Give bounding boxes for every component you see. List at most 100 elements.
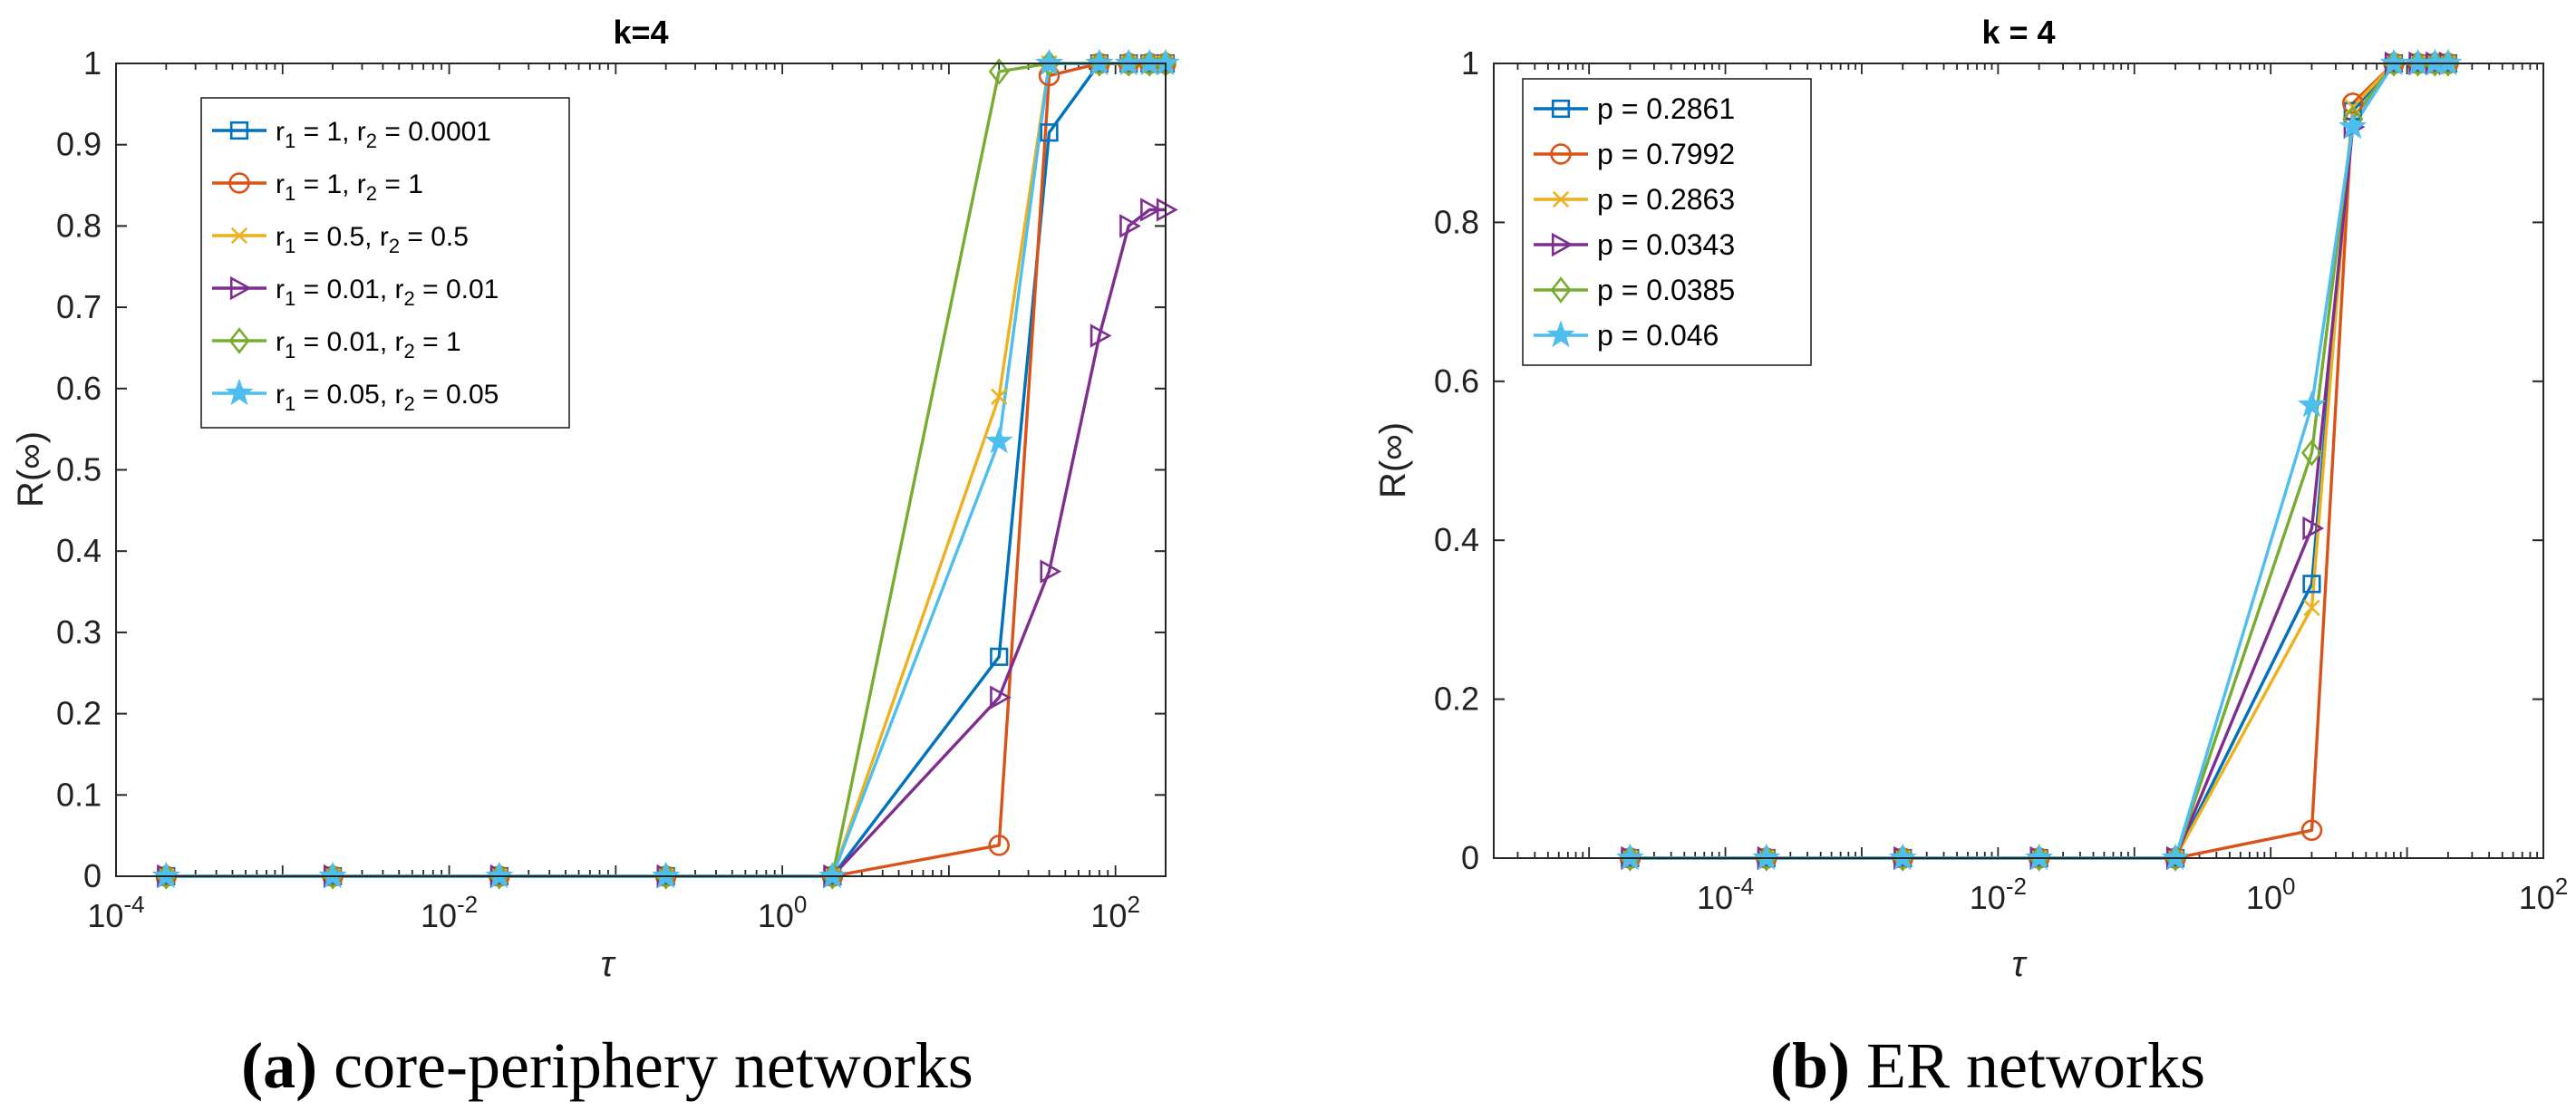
y-axis-label: R(∞) [1373,422,1413,498]
legend-subscript: 1 [285,340,295,362]
y-tick-label: 1 [1461,44,1479,82]
chart-title: k = 4 [1981,14,2055,51]
data-point [1040,559,1062,584]
legend-text: p = 0.046 [1597,319,1719,352]
data-point [1140,198,1162,222]
legend-marker [228,327,250,354]
legend-text: = 0.01, r [295,275,403,304]
data-point [318,861,347,889]
legend-marker [229,275,252,301]
x-axis-label: τ [601,944,617,984]
legend-marker [230,227,248,245]
legend-label: r1 = 0.01, r2 = 1 [276,327,461,362]
x-tick-label: 10-4 [1697,873,1754,916]
y-tick-label: 0.6 [1434,362,1479,400]
legend-text: = 0.01, r [295,327,403,357]
legend-text: r [276,222,285,252]
legend-marker [228,172,250,194]
panel-caption: (a) core-periphery networks [241,1029,973,1102]
legend-subscript: 2 [366,130,377,152]
y-tick-label: 0.5 [56,451,102,488]
data-point [652,861,681,889]
legend-label: r1 = 0.5, r2 = 0.5 [276,222,469,257]
y-tick-label: 0.4 [1434,521,1479,558]
caption-text: ER networks [1850,1029,2205,1102]
legend-text: p = 0.0343 [1597,228,1735,261]
legend-label: r1 = 0.01, r2 = 0.01 [276,275,499,310]
legend-box [200,97,570,429]
legend-text: = 1 [415,327,461,357]
legend-subscript: 2 [389,235,400,257]
x-tick-base: 10 [1970,879,2006,916]
legend-text: = 0.05 [415,380,499,410]
data-point [818,861,847,889]
legend-text: r [276,275,285,304]
legend-text: p = 0.7992 [1597,138,1735,170]
data-point [2300,439,2323,467]
x-tick-base: 10 [87,897,123,934]
x-tick-base: 10 [1697,879,1733,916]
legend-label: p = 0.2861 [1597,92,1735,125]
data-point [2161,843,2190,871]
legend-text: r [276,327,285,357]
y-tick-label: 0.9 [56,126,102,163]
x-tick-label: 102 [1090,891,1140,934]
x-tick-base: 10 [758,897,794,934]
x-tick-label: 100 [2246,873,2296,916]
data-point [990,647,1009,666]
legend-subscript: 1 [285,287,295,310]
legend-text: = 0.01 [415,275,499,304]
data-point [151,861,180,889]
legend-text: r [276,117,285,147]
legend-text: = 0.0001 [377,117,491,147]
data-point [2297,390,2327,418]
legend-subscript: 1 [285,182,295,205]
panel-caption: (b) ER networks [1770,1029,2205,1102]
y-tick-label: 0 [1461,839,1479,876]
legend-label: r1 = 1, r2 = 0.0001 [276,117,491,152]
data-point [485,861,514,889]
caption-label: (b) [1770,1029,1850,1102]
legend: p = 0.2861 p = 0.7992 p = 0.2863 p = 0.0343… [1522,78,1812,366]
data-point [2303,599,2320,616]
legend-subscript: 2 [366,182,377,205]
data-point [1040,123,1059,142]
x-tick-label: 10-2 [1970,873,2027,916]
x-tick-exponent: 0 [794,891,807,918]
legend-label: r1 = 0.05, r2 = 0.05 [276,380,499,415]
legend-text: = 0.05, r [295,380,403,410]
legend-marker [1550,276,1572,304]
legend-subscript: 1 [285,392,295,415]
y-tick-label: 0.8 [56,207,102,244]
legend-subscript: 1 [285,130,295,152]
axes-box [115,63,1167,877]
legend-marker [1551,232,1574,257]
legend-text: p = 0.0385 [1597,274,1735,306]
data-point [1752,843,1781,871]
data-point [2339,111,2368,140]
data-point [2302,516,2325,541]
legend-marker [1550,143,1572,165]
x-tick-exponent: 2 [1127,891,1139,918]
x-tick-label: 10-2 [421,891,478,934]
data-point [1615,843,1644,871]
legend-marker [225,378,254,406]
legend-text: = 1, r [295,169,366,199]
legend-label: p = 0.046 [1597,319,1719,352]
y-tick-label: 0.1 [56,776,102,813]
axes-box [1493,63,2544,859]
legend-marker [229,121,249,140]
data-point [2434,48,2463,76]
legend-text: r [276,380,285,410]
data-point [1089,323,1112,348]
legend-label: p = 0.2863 [1597,183,1735,216]
legend-label: p = 0.0343 [1597,228,1735,261]
data-point [1156,198,1178,222]
x-tick-base: 10 [1090,897,1127,934]
chart-title: k=4 [613,14,668,51]
data-point [1034,48,1064,76]
